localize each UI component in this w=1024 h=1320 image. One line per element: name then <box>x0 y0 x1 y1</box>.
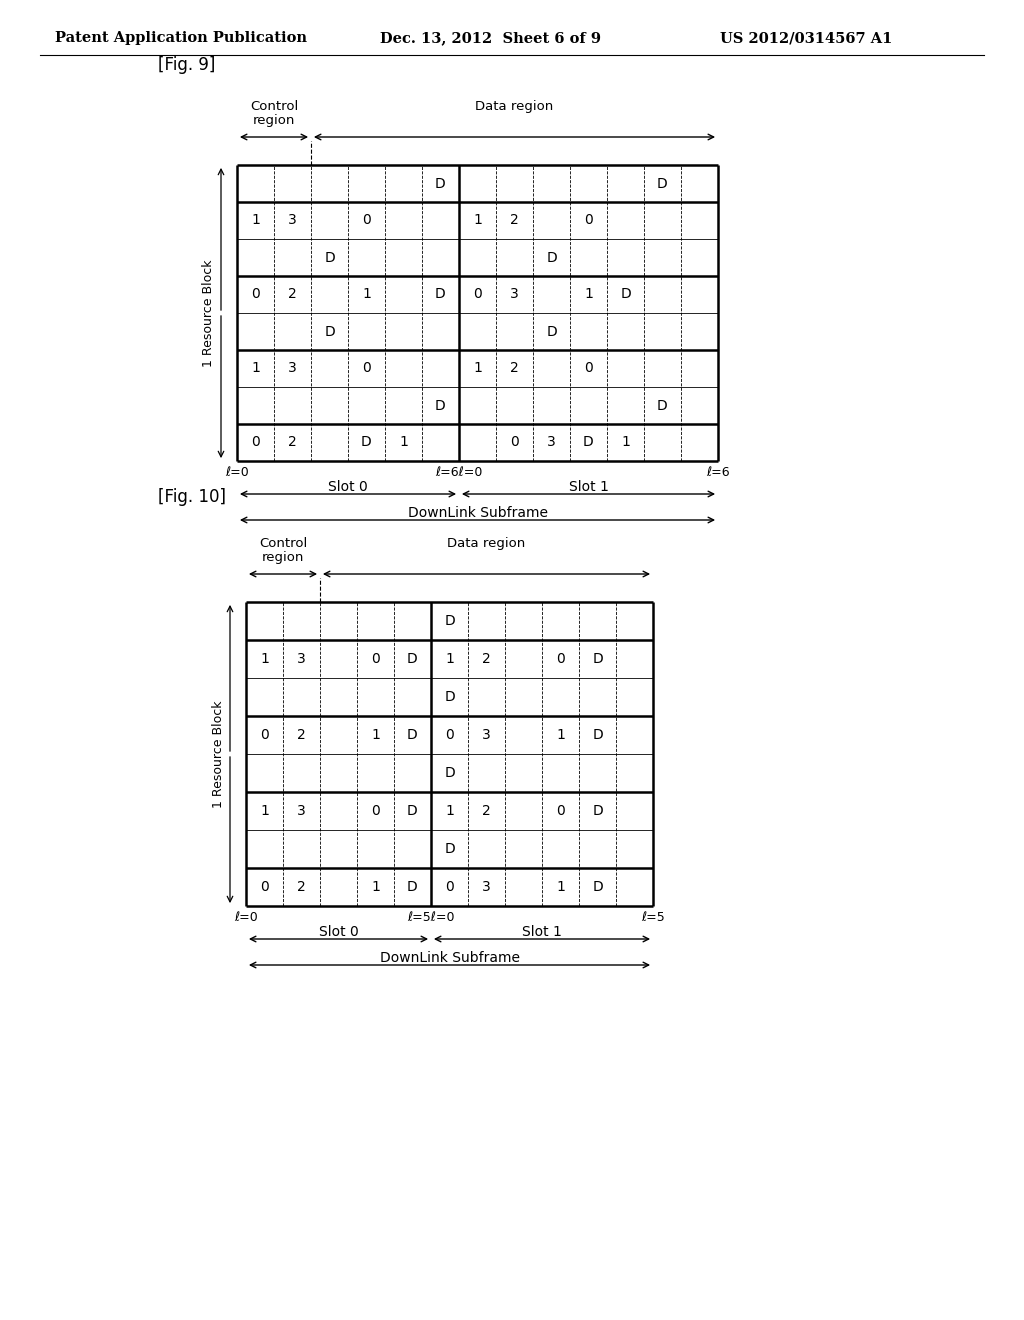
Text: D: D <box>435 177 445 190</box>
Text: 1: 1 <box>473 362 482 375</box>
Text: 1: 1 <box>445 652 454 667</box>
Text: 1: 1 <box>362 288 371 301</box>
Text: D: D <box>657 177 668 190</box>
Text: D: D <box>583 436 594 450</box>
Text: Dec. 13, 2012  Sheet 6 of 9: Dec. 13, 2012 Sheet 6 of 9 <box>380 30 601 45</box>
Text: 2: 2 <box>510 362 519 375</box>
Text: Slot 0: Slot 0 <box>318 925 358 939</box>
Text: 3: 3 <box>482 729 490 742</box>
Text: 1: 1 <box>556 880 565 894</box>
Text: 1: 1 <box>556 729 565 742</box>
Text: region: region <box>253 114 295 127</box>
Text: 1: 1 <box>251 214 260 227</box>
Text: D: D <box>592 652 603 667</box>
Text: D: D <box>408 804 418 818</box>
Text: Slot 0: Slot 0 <box>328 480 368 494</box>
Text: 1: 1 <box>622 436 630 450</box>
Text: D: D <box>325 325 335 338</box>
Text: 3: 3 <box>297 804 306 818</box>
Text: 2: 2 <box>288 436 297 450</box>
Text: 0: 0 <box>371 652 380 667</box>
Text: 0: 0 <box>510 436 519 450</box>
Text: D: D <box>592 804 603 818</box>
Text: 1 Resource Block: 1 Resource Block <box>212 700 224 808</box>
Text: 0: 0 <box>260 880 269 894</box>
Text: D: D <box>444 690 455 704</box>
Text: 3: 3 <box>288 362 297 375</box>
Text: 0: 0 <box>251 288 260 301</box>
Text: D: D <box>444 842 455 855</box>
Text: Control: Control <box>259 537 307 550</box>
Text: D: D <box>435 288 445 301</box>
Text: 0: 0 <box>473 288 482 301</box>
Text: D: D <box>408 729 418 742</box>
Text: 0: 0 <box>556 804 565 818</box>
Text: 0: 0 <box>362 362 371 375</box>
Text: 0: 0 <box>371 804 380 818</box>
Text: 0: 0 <box>584 214 593 227</box>
Text: 1: 1 <box>371 729 380 742</box>
Text: D: D <box>408 880 418 894</box>
Text: US 2012/0314567 A1: US 2012/0314567 A1 <box>720 30 892 45</box>
Text: D: D <box>592 729 603 742</box>
Text: Patent Application Publication: Patent Application Publication <box>55 30 307 45</box>
Text: D: D <box>408 652 418 667</box>
Text: 0: 0 <box>584 362 593 375</box>
Text: region: region <box>262 550 304 564</box>
Text: D: D <box>592 880 603 894</box>
Text: DownLink Subframe: DownLink Subframe <box>380 950 519 965</box>
Text: 1: 1 <box>473 214 482 227</box>
Text: 1: 1 <box>371 880 380 894</box>
Text: 0: 0 <box>445 729 454 742</box>
Text: 2: 2 <box>297 880 306 894</box>
Text: Data region: Data region <box>475 100 554 114</box>
Text: 1: 1 <box>260 652 269 667</box>
Text: ℓ=5: ℓ=5 <box>641 911 665 924</box>
Text: 3: 3 <box>482 880 490 894</box>
Text: 1: 1 <box>445 804 454 818</box>
Text: Data region: Data region <box>447 537 525 550</box>
Text: 0: 0 <box>556 652 565 667</box>
Text: Slot 1: Slot 1 <box>568 480 608 494</box>
Text: 3: 3 <box>297 652 306 667</box>
Text: 3: 3 <box>288 214 297 227</box>
Text: 0: 0 <box>251 436 260 450</box>
Text: 2: 2 <box>482 804 490 818</box>
Text: D: D <box>444 614 455 628</box>
Text: 3: 3 <box>510 288 519 301</box>
Text: 1: 1 <box>399 436 408 450</box>
Text: Control: Control <box>250 100 298 114</box>
Text: 2: 2 <box>482 652 490 667</box>
Text: 1: 1 <box>251 362 260 375</box>
Text: 1: 1 <box>584 288 593 301</box>
Text: D: D <box>444 766 455 780</box>
Text: 0: 0 <box>445 880 454 894</box>
Text: 3: 3 <box>547 436 556 450</box>
Text: D: D <box>657 399 668 412</box>
Text: Slot 1: Slot 1 <box>522 925 562 939</box>
Text: D: D <box>435 399 445 412</box>
Text: 0: 0 <box>260 729 269 742</box>
Text: 1: 1 <box>260 804 269 818</box>
Text: ℓ=5ℓ=0: ℓ=5ℓ=0 <box>408 911 455 924</box>
Text: 1 Resource Block: 1 Resource Block <box>203 259 215 367</box>
Text: D: D <box>546 251 557 264</box>
Text: [Fig. 10]: [Fig. 10] <box>158 488 226 506</box>
Text: 2: 2 <box>297 729 306 742</box>
Text: ℓ=0: ℓ=0 <box>225 466 249 479</box>
Text: D: D <box>546 325 557 338</box>
Text: ℓ=0: ℓ=0 <box>234 911 258 924</box>
Text: ℓ=6: ℓ=6 <box>707 466 730 479</box>
Text: 2: 2 <box>288 288 297 301</box>
Text: [Fig. 9]: [Fig. 9] <box>158 55 215 74</box>
Text: 2: 2 <box>510 214 519 227</box>
Text: D: D <box>361 436 372 450</box>
Text: DownLink Subframe: DownLink Subframe <box>408 506 548 520</box>
Text: D: D <box>325 251 335 264</box>
Text: ℓ=6ℓ=0: ℓ=6ℓ=0 <box>435 466 482 479</box>
Text: 0: 0 <box>362 214 371 227</box>
Text: D: D <box>621 288 631 301</box>
